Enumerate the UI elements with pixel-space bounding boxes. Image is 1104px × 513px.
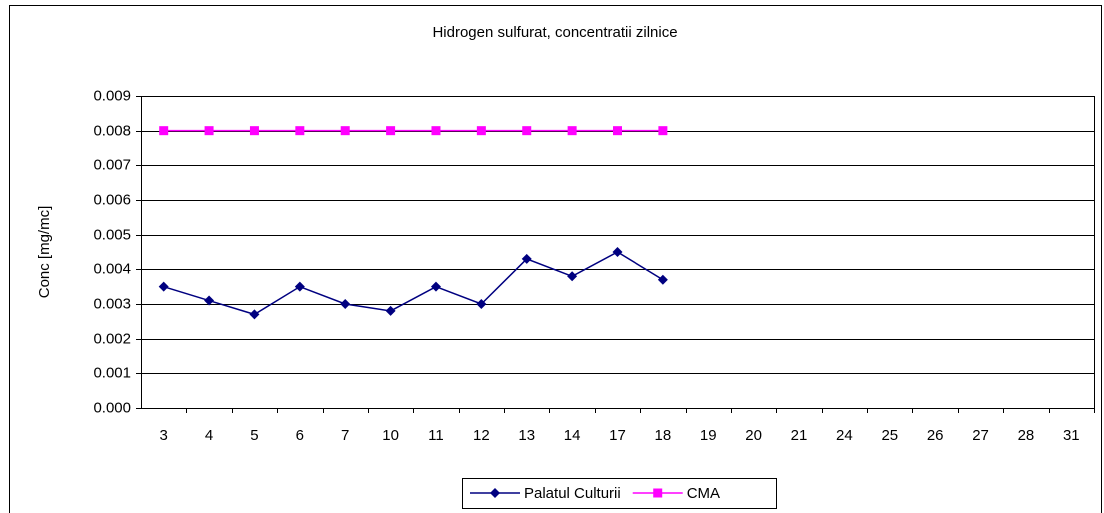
legend-box [462, 478, 777, 509]
data-point [658, 126, 668, 136]
data-point [159, 126, 169, 136]
x-tick-label: 12 [473, 427, 490, 444]
data-point [476, 126, 486, 136]
x-tick-label: 7 [341, 427, 349, 444]
x-tick-label: 17 [609, 427, 626, 444]
data-point [521, 253, 532, 264]
y-tick-label: 0.000 [93, 399, 131, 416]
data-point [204, 126, 214, 136]
data-point [522, 126, 532, 136]
legend-label: Palatul Culturii [524, 485, 621, 502]
y-tick-label: 0.007 [93, 156, 131, 173]
x-tick-label: 10 [382, 427, 399, 444]
data-point [249, 126, 259, 136]
data-point [613, 126, 622, 136]
data-point [294, 281, 305, 292]
x-tick-label: 27 [972, 427, 989, 444]
data-point [657, 274, 668, 285]
x-tick-label: 18 [655, 427, 672, 444]
legend-label: CMA [687, 485, 720, 502]
data-point [386, 126, 396, 136]
chart-border [9, 5, 1102, 513]
data-point [476, 299, 487, 309]
data-point [612, 247, 623, 257]
legend-marker [490, 488, 500, 498]
y-tick-label: 0.005 [93, 226, 131, 243]
data-point [385, 305, 396, 316]
x-tick-label: 20 [745, 427, 762, 444]
y-tick-label: 0.002 [93, 330, 131, 347]
data-point [431, 126, 441, 136]
y-tick-label: 0.008 [93, 122, 131, 139]
x-tick-label: 19 [700, 427, 717, 444]
data-point [340, 126, 350, 136]
y-tick-label: 0.004 [93, 260, 131, 277]
data-point [295, 126, 305, 136]
x-tick-label: 31 [1063, 427, 1080, 444]
y-axis-label: Conc [mg/mc] [36, 206, 53, 299]
data-point [158, 281, 169, 292]
x-tick-label: 6 [296, 427, 304, 444]
data-point [340, 299, 351, 309]
x-tick-label: 4 [205, 427, 213, 444]
x-tick-label: 24 [836, 427, 853, 444]
data-point [567, 271, 578, 282]
x-tick-label: 11 [428, 427, 444, 444]
x-tick-label: 14 [564, 427, 581, 444]
x-tick-label: 21 [791, 427, 808, 444]
x-tick-label: 28 [1018, 427, 1035, 444]
x-tick-label: 26 [927, 427, 944, 444]
x-tick-label: 3 [160, 427, 168, 444]
chart-title: Hidrogen sulfurat, concentratii zilnice [432, 24, 677, 41]
y-tick-label: 0.001 [93, 364, 131, 381]
data-point [430, 281, 441, 292]
legend-marker [653, 488, 663, 498]
x-tick-label: 5 [250, 427, 258, 444]
data-point [249, 309, 260, 320]
x-tick-label: 13 [518, 427, 535, 444]
data-point [567, 126, 577, 136]
plot-border [141, 96, 1095, 409]
y-tick-label: 0.003 [93, 295, 131, 312]
y-tick-label: 0.009 [93, 87, 131, 104]
y-tick-label: 0.006 [93, 191, 131, 208]
data-point [204, 295, 215, 306]
series-line [163, 251, 664, 316]
x-tick-label: 25 [881, 427, 898, 444]
